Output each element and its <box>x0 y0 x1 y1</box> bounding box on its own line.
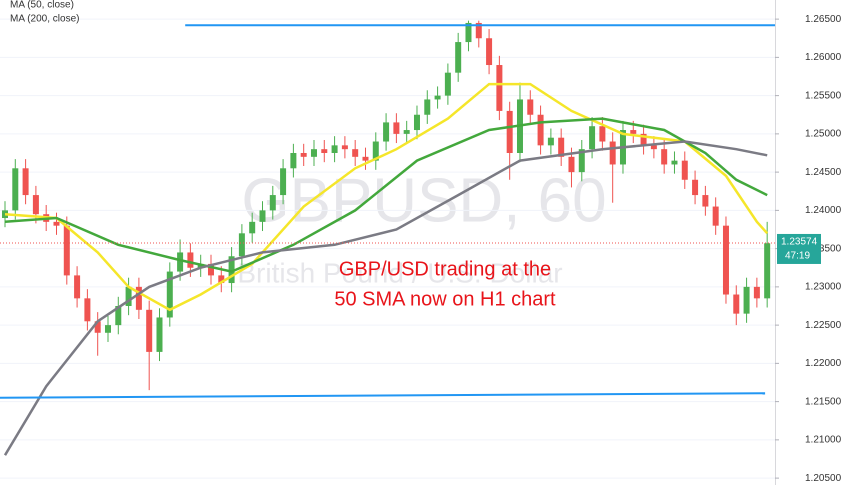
candle-body <box>434 95 441 100</box>
candle-body <box>547 137 554 146</box>
candle-body <box>424 99 431 115</box>
candle-body <box>661 149 668 165</box>
candle-body <box>589 126 596 150</box>
y-tick-label: 1.23500 <box>805 243 842 254</box>
candle-body <box>74 275 81 299</box>
annotation: 50 SMA now on H1 chart <box>334 288 556 310</box>
last-price-box <box>777 233 821 264</box>
candle-body <box>156 317 163 352</box>
candle-body <box>630 130 637 134</box>
candle-body <box>94 321 101 333</box>
candle-body <box>228 256 235 284</box>
y-tick-label: 1.25500 <box>805 90 842 101</box>
candle-body <box>465 22 472 43</box>
level-line <box>0 392 766 399</box>
candle-body <box>125 286 132 306</box>
candle-body <box>22 168 29 196</box>
candle-body <box>249 221 256 234</box>
countdown: 47:19 <box>785 251 810 262</box>
candle-body <box>743 286 750 314</box>
candle-body <box>702 195 709 207</box>
y-tick-label: 1.24500 <box>805 167 842 178</box>
candle-body <box>733 294 740 314</box>
candle-body <box>712 206 719 226</box>
y-tick-label: 1.26000 <box>805 52 842 63</box>
candle-body <box>104 325 111 333</box>
candle-body <box>578 149 585 173</box>
annotation: GBP/USD trading at the <box>339 258 551 280</box>
candle-body <box>259 210 266 222</box>
candle-body <box>764 243 771 299</box>
candle-body <box>331 145 338 153</box>
last-price-label: 1.23574 <box>781 237 818 248</box>
candle-body <box>609 141 616 165</box>
candle-body <box>413 114 420 131</box>
watermark: GBPUSD, 60 <box>241 166 606 235</box>
candle-body <box>310 149 317 157</box>
y-tick-label: 1.23000 <box>805 282 842 293</box>
y-tick-label: 1.25000 <box>805 129 842 140</box>
legend-entry: MA (50, close) <box>10 0 74 11</box>
candle-body <box>166 271 173 318</box>
candle-body <box>32 195 39 215</box>
candle-body <box>475 22 482 39</box>
candle-body <box>568 156 575 173</box>
candle-body <box>681 160 688 180</box>
y-tick-label: 1.20500 <box>805 473 842 484</box>
candle-body <box>640 133 647 146</box>
candle-body <box>537 114 544 146</box>
candle-body <box>207 263 214 276</box>
watermark-subtitle: British Pound / U.S. Dollar <box>237 257 562 288</box>
candle-body <box>486 38 493 66</box>
candle-body <box>177 252 184 272</box>
candle-body <box>753 286 760 299</box>
moving-average <box>4 117 768 273</box>
candle-body <box>269 195 276 211</box>
y-tick-label: 1.26500 <box>805 14 842 25</box>
candle-body <box>135 286 142 310</box>
candle-body <box>692 179 699 196</box>
candle-body <box>53 221 60 226</box>
candle-body <box>187 252 194 268</box>
candle-body <box>527 99 534 115</box>
candle-body <box>650 145 657 150</box>
candle-body <box>300 152 307 157</box>
candle-body <box>372 141 379 161</box>
candle-body <box>290 152 297 169</box>
candle-body <box>403 130 410 134</box>
candle-body <box>599 126 606 142</box>
candle-body <box>341 145 348 150</box>
candle-body <box>496 65 503 111</box>
candle-body <box>671 160 678 165</box>
candle-body <box>444 72 451 96</box>
candle-body <box>1 210 8 219</box>
moving-average <box>3 140 768 456</box>
candle-body <box>393 122 400 134</box>
candle-body <box>238 233 245 257</box>
candle-body <box>146 309 153 352</box>
y-tick-label: 1.22000 <box>805 358 842 369</box>
y-tick-label: 1.21500 <box>805 396 842 407</box>
y-tick-label: 1.21000 <box>805 435 842 446</box>
y-tick-label: 1.24000 <box>805 205 842 216</box>
candle-body <box>115 305 122 326</box>
candle-body <box>455 42 462 73</box>
y-tick-label: 1.22500 <box>805 320 842 331</box>
candle-body <box>558 137 565 157</box>
candle-body <box>63 225 70 276</box>
candle-body <box>722 225 729 295</box>
candle-body <box>506 110 513 153</box>
candle-body <box>12 168 19 211</box>
candle-body <box>383 122 390 142</box>
candle-body <box>352 149 359 157</box>
candle-body <box>362 156 369 161</box>
legend-entry: MA (200, close) <box>10 14 79 25</box>
candle-body <box>84 298 91 322</box>
candle-body <box>321 149 328 153</box>
candle-body <box>280 168 287 196</box>
candle-body <box>218 275 225 284</box>
